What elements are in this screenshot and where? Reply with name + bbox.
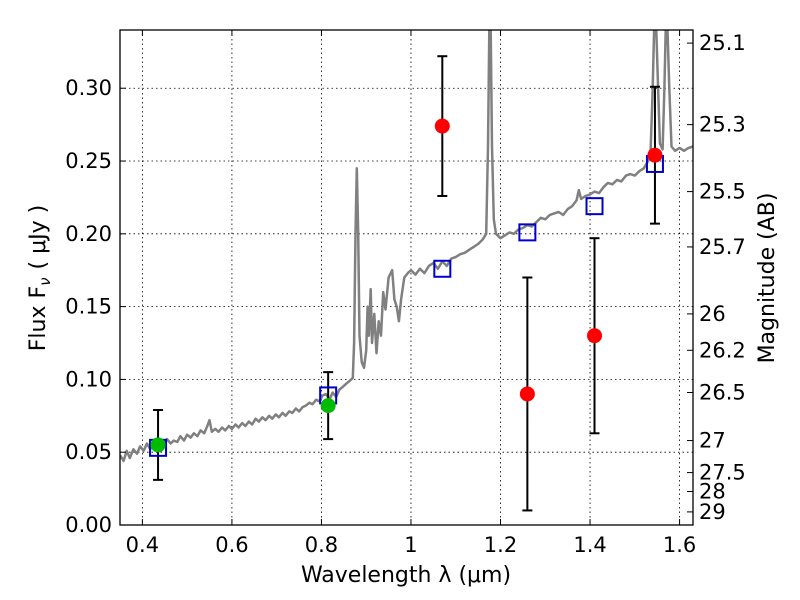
right-tick-label: 28	[699, 480, 726, 504]
grid	[120, 30, 693, 525]
y-tick-labels: 0.00 0.05 0.10 0.15 0.20 0.25 0.30	[65, 76, 112, 537]
right-tick-label: 27	[699, 429, 726, 453]
spectrum-line	[120, 30, 693, 463]
right-axis-label: Magnitude (AB)	[755, 193, 780, 364]
right-tick-label: 29	[699, 500, 726, 524]
axis-ticks	[120, 30, 693, 526]
x-tick-label: 0.8	[305, 533, 338, 557]
right-tick-label: 25.3	[699, 113, 746, 137]
model-square	[585, 197, 604, 216]
plot-background	[120, 30, 693, 525]
y-axis-label-main: Flux F	[26, 286, 51, 351]
y-tick-label: 0.05	[65, 440, 112, 464]
svg-text:Flux Fν( μJy ): Flux Fν ( μJy )	[26, 205, 54, 351]
right-tick-label: 27.5	[699, 461, 746, 485]
y-axis-label: Flux Fν ( μJy )	[26, 205, 54, 351]
x-tick-label: 1.2	[484, 533, 517, 557]
spectrum-series	[120, 30, 693, 463]
model-square	[433, 259, 452, 278]
x-tick-label: 0.4	[126, 533, 159, 557]
y-tick-label: 0.00	[65, 513, 112, 537]
red-point	[434, 118, 450, 134]
x-tick-label: 1	[404, 533, 417, 557]
plot-frame	[119, 29, 694, 526]
y-tick-label: 0.20	[65, 222, 112, 246]
detection-point	[150, 437, 166, 453]
red-point	[647, 147, 663, 163]
photometry-points	[150, 118, 663, 453]
x-tick-label: 0.6	[215, 533, 248, 557]
x-axis-label: Wavelength λ (μm)	[301, 563, 511, 588]
y-tick-label: 0.15	[65, 295, 112, 319]
red-point	[519, 386, 535, 402]
y-tick-label: 0.30	[65, 76, 112, 100]
y-axis-label-sub: ν	[36, 277, 54, 285]
y-axis-label-unit: ( μJy )	[26, 205, 51, 270]
x-tick-labels: 0.4 0.6 0.8 1 1.2 1.4 1.6	[126, 533, 697, 557]
y-tick-label: 0.25	[65, 149, 112, 173]
right-tick-label: 26.2	[699, 338, 746, 362]
x-tick-label: 1.4	[573, 533, 606, 557]
red-point	[587, 328, 603, 344]
right-tick-label: 25.5	[699, 180, 746, 204]
model-square	[518, 223, 537, 242]
right-tick-label: 25.1	[699, 31, 746, 55]
y-tick-label: 0.10	[65, 367, 112, 391]
right-tick-label: 26	[699, 302, 726, 326]
right-tick-label: 25.7	[699, 235, 746, 259]
detection-point	[320, 398, 336, 414]
right-tick-label: 26.5	[699, 381, 746, 405]
x-tick-label: 1.6	[663, 533, 696, 557]
